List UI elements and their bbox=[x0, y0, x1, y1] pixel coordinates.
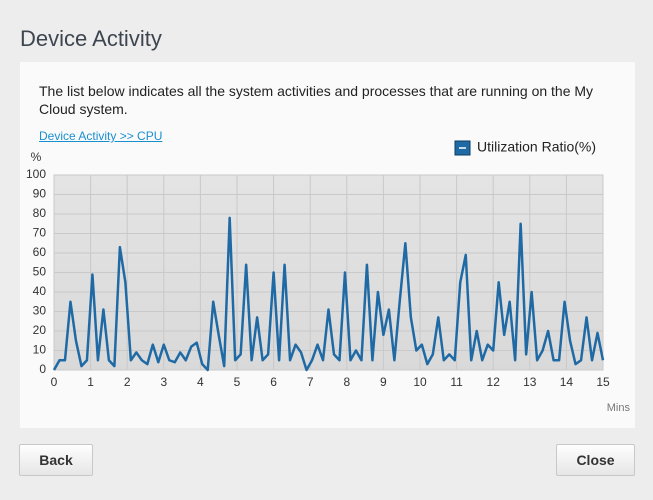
y-tick-label: 0 bbox=[39, 362, 46, 376]
cpu-link[interactable]: Device Activity >> CPU bbox=[39, 129, 163, 143]
y-tick-label: 100 bbox=[26, 167, 46, 181]
y-tick-label: 30 bbox=[33, 304, 47, 318]
x-tick-label: 4 bbox=[197, 375, 204, 389]
y-tick-label: 40 bbox=[33, 284, 47, 298]
x-tick-label: 12 bbox=[487, 375, 501, 389]
y-tick-label: 50 bbox=[33, 265, 47, 279]
y-tick-label: 10 bbox=[33, 343, 47, 357]
x-tick-label: 2 bbox=[124, 375, 131, 389]
x-axis-label: Mins bbox=[607, 402, 631, 414]
y-tick-label: 90 bbox=[33, 187, 47, 201]
x-tick-label: 15 bbox=[596, 375, 610, 389]
y-tick-label: 20 bbox=[33, 323, 47, 337]
x-tick-label: 13 bbox=[523, 375, 537, 389]
legend-label: Utilization Ratio(%) bbox=[477, 139, 596, 155]
x-tick-label: 6 bbox=[270, 375, 277, 389]
description: The list below indicates all the system … bbox=[39, 83, 594, 117]
back-button[interactable]: Back bbox=[19, 444, 93, 476]
y-axis-label: % bbox=[31, 150, 42, 164]
x-tick-label: 11 bbox=[450, 375, 463, 389]
close-button[interactable]: Close bbox=[556, 444, 635, 476]
y-tick-label: 80 bbox=[33, 206, 47, 220]
data-line bbox=[52, 216, 605, 372]
x-tick-label: 8 bbox=[343, 375, 350, 389]
x-tick-label: 10 bbox=[413, 375, 427, 389]
y-tick-label: 70 bbox=[33, 226, 47, 240]
x-tick-label: 3 bbox=[160, 375, 167, 389]
y-tick-label: 60 bbox=[33, 245, 47, 259]
x-tick-label: 5 bbox=[234, 375, 241, 389]
x-tick-label: 14 bbox=[560, 375, 574, 389]
x-tick-label: 9 bbox=[380, 375, 387, 389]
x-tick-label: 1 bbox=[87, 375, 94, 389]
x-tick-label: 0 bbox=[51, 375, 58, 389]
page-title: Device Activity bbox=[20, 26, 162, 51]
x-tick-label: 7 bbox=[307, 375, 314, 389]
